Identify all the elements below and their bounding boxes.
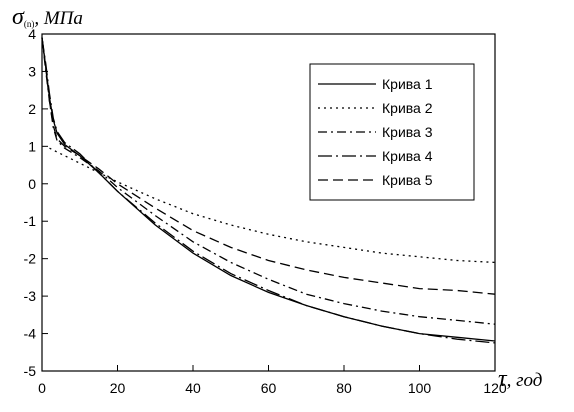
x-axis-unit: , год: [507, 370, 543, 391]
y-tick-label: -5: [24, 363, 37, 379]
y-tick-label: -4: [24, 326, 37, 342]
y-tick-label: -2: [24, 251, 37, 267]
y-axis-subscript: (n): [24, 19, 35, 29]
x-tick-label: 0: [38, 380, 46, 396]
y-tick-label: 0: [28, 176, 36, 192]
y-axis-symbol: σ: [12, 4, 25, 30]
y-axis-title: σ(n), МПа: [12, 4, 83, 30]
y-tick-label: -1: [24, 213, 37, 229]
y-tick-label: 2: [28, 101, 36, 117]
legend-label-4: Крива 4: [382, 148, 433, 164]
x-tick-label: 100: [408, 380, 432, 396]
y-tick-label: 1: [28, 138, 36, 154]
y-tick-label: -3: [24, 288, 37, 304]
series-lines: [41, 37, 496, 344]
x-tick-label: 60: [261, 380, 277, 396]
legend-label-3: Крива 3: [382, 124, 433, 140]
x-tick-label: 120: [483, 380, 507, 396]
legend-label-2: Крива 2: [382, 100, 433, 116]
series-line-2: [49, 147, 496, 264]
y-tick-label: 3: [28, 63, 36, 79]
x-axis-title: τ, год: [498, 366, 542, 392]
y-axis-unit: , МПа: [34, 8, 83, 29]
series-line-4: [41, 37, 496, 344]
x-axis-symbol: τ: [498, 366, 508, 392]
x-tick-label: 40: [185, 380, 201, 396]
x-tick-label: 80: [336, 380, 352, 396]
x-tick-label: 20: [110, 380, 126, 396]
legend-label-1: Крива 1: [382, 76, 433, 92]
legend-label-5: Крива 5: [382, 172, 433, 188]
legend: Крива 1 Крива 2 Крива 3 Крива 4 Крива 5: [309, 63, 475, 201]
axis-titles: σ(n), МПа τ, год: [12, 4, 542, 392]
y-tick-label: 4: [28, 26, 36, 42]
